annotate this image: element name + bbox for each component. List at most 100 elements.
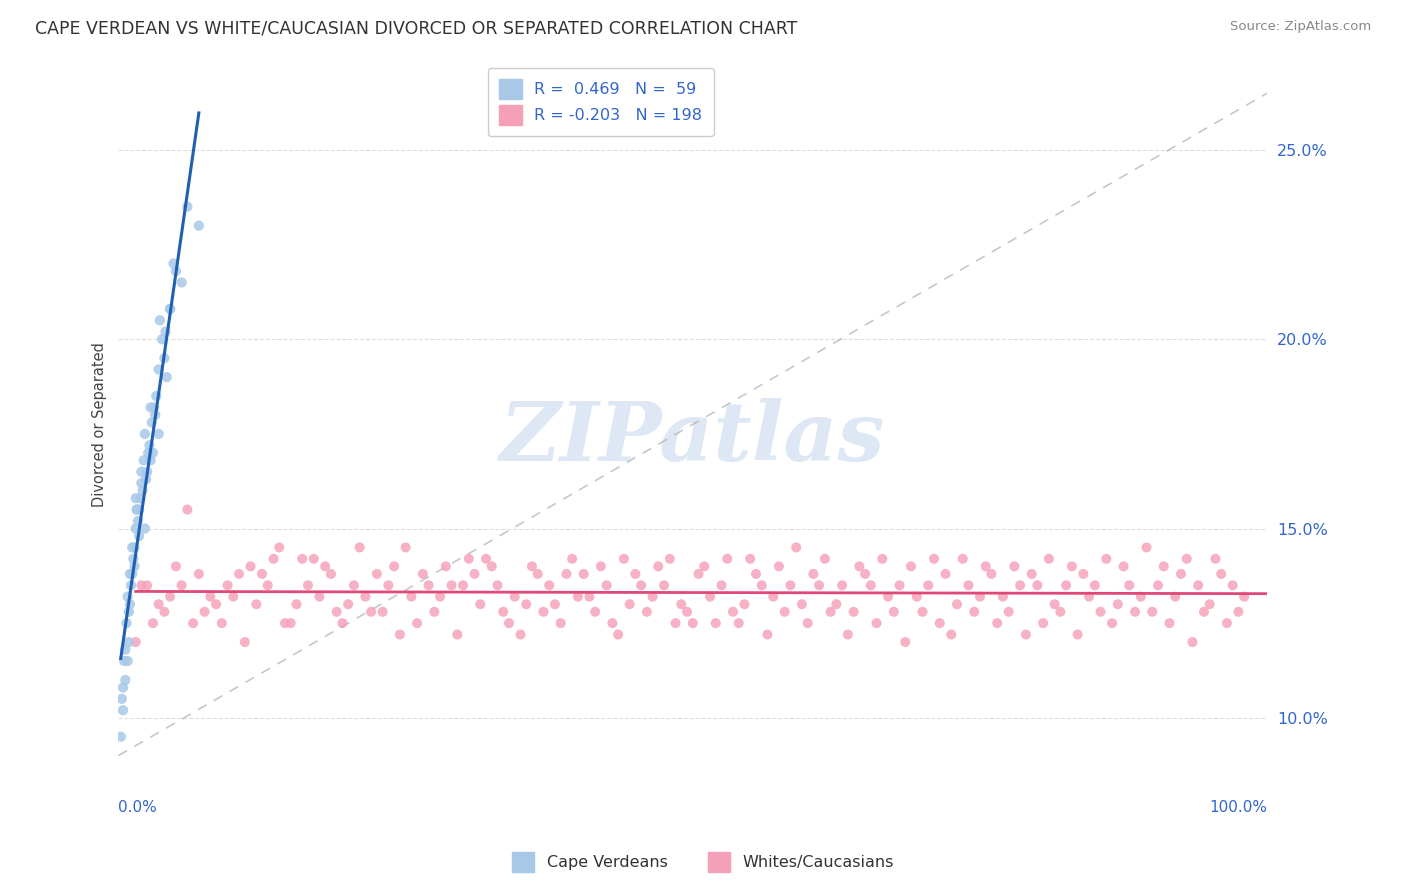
Point bbox=[756, 627, 779, 641]
Point bbox=[1118, 578, 1140, 592]
Point bbox=[131, 476, 153, 491]
Point bbox=[1043, 597, 1066, 611]
Point bbox=[1060, 559, 1083, 574]
Point bbox=[446, 627, 468, 641]
Point bbox=[1147, 578, 1170, 592]
Point bbox=[128, 529, 150, 543]
Point bbox=[124, 635, 146, 649]
Point bbox=[132, 453, 155, 467]
Point bbox=[699, 590, 721, 604]
Point bbox=[1015, 627, 1038, 641]
Point bbox=[481, 559, 503, 574]
Point bbox=[676, 605, 699, 619]
Point bbox=[470, 597, 492, 611]
Point bbox=[228, 566, 250, 581]
Point bbox=[239, 559, 262, 574]
Point bbox=[165, 264, 187, 278]
Text: 0.0%: 0.0% bbox=[118, 799, 157, 814]
Point bbox=[205, 597, 228, 611]
Point bbox=[245, 597, 267, 611]
Point bbox=[217, 578, 239, 592]
Point bbox=[555, 566, 578, 581]
Point bbox=[124, 522, 146, 536]
Point bbox=[721, 605, 744, 619]
Point bbox=[636, 605, 658, 619]
Point bbox=[118, 566, 141, 581]
Point bbox=[503, 590, 526, 604]
Point bbox=[872, 551, 894, 566]
Point bbox=[1032, 616, 1054, 631]
Point bbox=[515, 597, 537, 611]
Point bbox=[112, 654, 135, 668]
Point bbox=[325, 605, 347, 619]
Point bbox=[406, 616, 429, 631]
Point bbox=[114, 673, 136, 687]
Point bbox=[360, 605, 382, 619]
Point bbox=[131, 465, 153, 479]
Point bbox=[1192, 605, 1215, 619]
Point bbox=[1159, 616, 1181, 631]
Point bbox=[388, 627, 411, 641]
Point bbox=[1101, 616, 1123, 631]
Point bbox=[974, 559, 997, 574]
Point bbox=[583, 605, 606, 619]
Point bbox=[865, 616, 887, 631]
Point bbox=[486, 578, 509, 592]
Point bbox=[1107, 597, 1129, 611]
Text: 100.0%: 100.0% bbox=[1209, 799, 1267, 814]
Point bbox=[928, 616, 950, 631]
Point bbox=[883, 605, 905, 619]
Point bbox=[349, 541, 371, 555]
Point bbox=[1073, 566, 1095, 581]
Point bbox=[492, 605, 515, 619]
Point bbox=[1123, 605, 1146, 619]
Point bbox=[155, 325, 177, 339]
Point bbox=[135, 472, 157, 486]
Point bbox=[143, 401, 166, 415]
Point bbox=[922, 551, 945, 566]
Point bbox=[136, 578, 159, 592]
Point bbox=[991, 590, 1014, 604]
Point bbox=[1095, 551, 1118, 566]
Point bbox=[1227, 605, 1250, 619]
Point bbox=[145, 389, 167, 403]
Point bbox=[779, 578, 801, 592]
Point bbox=[176, 200, 198, 214]
Point bbox=[440, 578, 463, 592]
Point bbox=[619, 597, 641, 611]
Point bbox=[803, 566, 825, 581]
Point bbox=[187, 219, 209, 233]
Point bbox=[143, 408, 166, 422]
Point bbox=[831, 578, 853, 592]
Point bbox=[941, 627, 963, 641]
Point bbox=[112, 681, 135, 695]
Point bbox=[149, 313, 172, 327]
Point bbox=[250, 566, 273, 581]
Point bbox=[371, 605, 394, 619]
Point bbox=[745, 566, 768, 581]
Point bbox=[181, 616, 204, 631]
Point bbox=[624, 566, 647, 581]
Point bbox=[917, 578, 939, 592]
Point bbox=[222, 590, 245, 604]
Point bbox=[451, 578, 474, 592]
Point bbox=[980, 566, 1002, 581]
Point bbox=[150, 332, 173, 346]
Point bbox=[124, 491, 146, 506]
Point bbox=[1084, 578, 1107, 592]
Point bbox=[1175, 551, 1198, 566]
Point bbox=[842, 605, 865, 619]
Point bbox=[952, 551, 974, 566]
Point bbox=[820, 605, 842, 619]
Point bbox=[159, 301, 181, 316]
Point bbox=[1135, 541, 1157, 555]
Point bbox=[165, 559, 187, 574]
Point bbox=[963, 605, 986, 619]
Legend: R =  0.469   N =  59, R = -0.203   N = 198: R = 0.469 N = 59, R = -0.203 N = 198 bbox=[488, 69, 714, 136]
Point bbox=[1026, 578, 1049, 592]
Legend: Cape Verdeans, Whites/Caucasians: Cape Verdeans, Whites/Caucasians bbox=[503, 844, 903, 880]
Point bbox=[114, 642, 136, 657]
Point bbox=[567, 590, 589, 604]
Point bbox=[905, 590, 928, 604]
Point bbox=[382, 559, 405, 574]
